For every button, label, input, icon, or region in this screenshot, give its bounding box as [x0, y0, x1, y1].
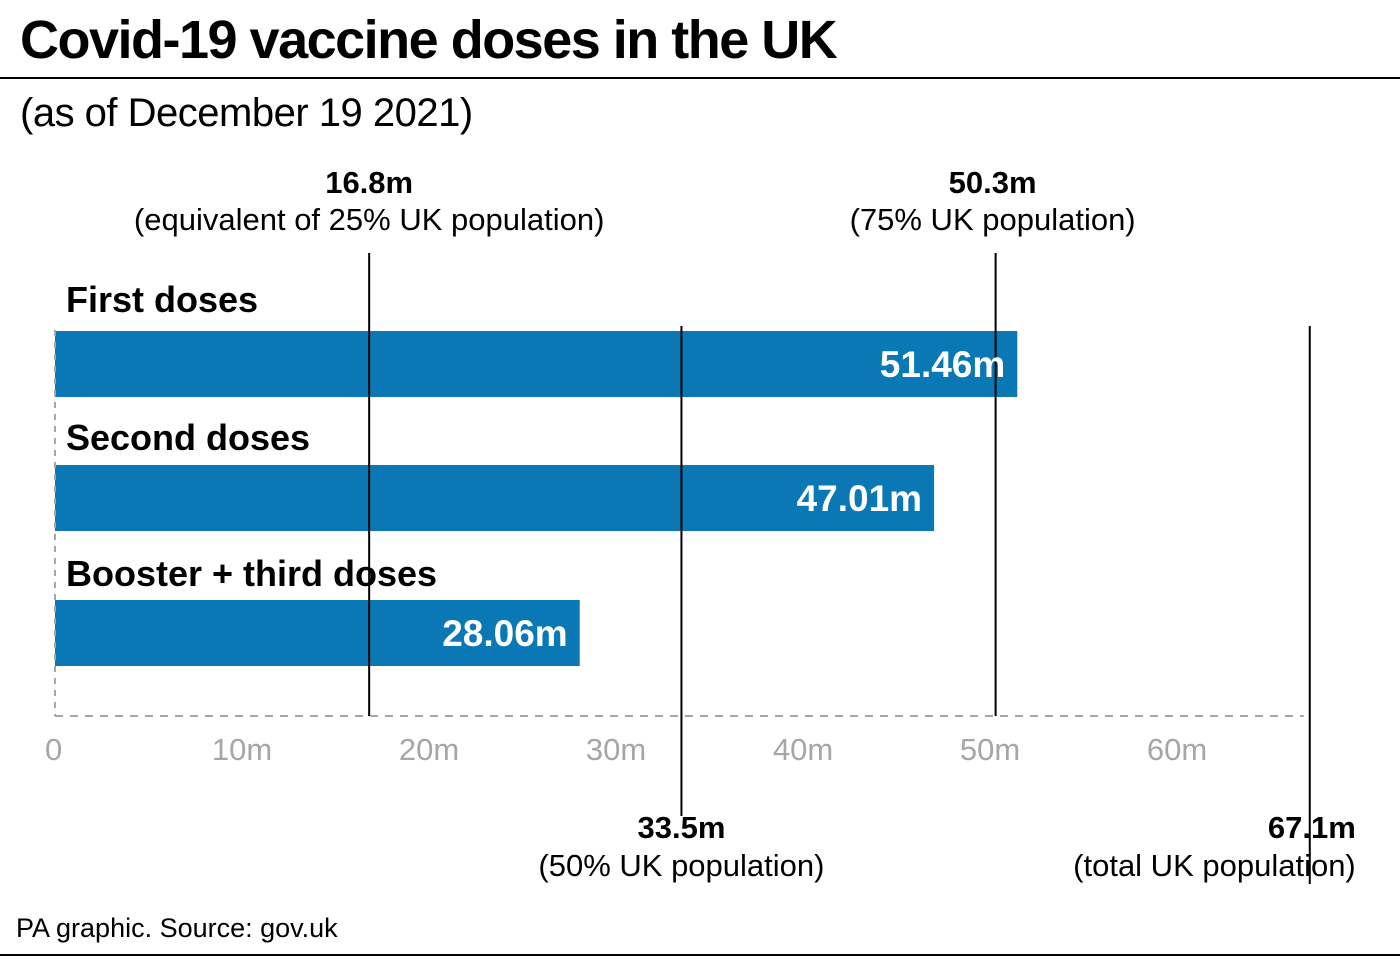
reference-line-value: 67.1m: [1268, 810, 1356, 845]
bar-value-label: 47.01m: [797, 478, 923, 519]
bar-value-label: 51.46m: [880, 344, 1006, 385]
reference-line-description: (75% UK population): [850, 202, 1136, 237]
bar: [55, 465, 935, 531]
x-tick-label: 40m: [773, 732, 833, 767]
bar: [55, 331, 1018, 397]
title-rule: [0, 77, 1400, 79]
reference-line-value: 33.5m: [637, 810, 725, 845]
category-label: Booster + third doses: [66, 553, 437, 594]
bars-layer: [55, 331, 1018, 666]
bar-value-label: 28.06m: [442, 613, 568, 654]
x-tick-label: 20m: [399, 732, 459, 767]
chart-title: Covid-19 vaccine doses in the UK: [20, 10, 838, 70]
x-tick-label: 0: [45, 732, 62, 767]
reference-line-description: (50% UK population): [538, 848, 824, 883]
reference-line-value: 50.3m: [949, 165, 1037, 200]
reference-line-description: (total UK population): [1073, 848, 1356, 883]
source-credit: PA graphic. Source: gov.uk: [16, 913, 338, 943]
bar: [55, 600, 580, 666]
category-label: First doses: [66, 279, 258, 320]
chart-canvas: 0 10m 20m 30m 40m 50m 60m 16.8m(equivalent of …: [45, 165, 1356, 884]
x-tick-label: 60m: [1147, 732, 1207, 767]
reference-line-description: (equivalent of 25% UK population): [134, 202, 604, 237]
reference-line-value: 16.8m: [325, 165, 413, 200]
reference-lines-layer: 16.8m(equivalent of 25% UK population) 50…: [134, 165, 1356, 884]
x-tick-label: 10m: [212, 732, 272, 767]
labels-layer: First doses 51.46m Second doses 47.01m Boost…: [66, 279, 1005, 654]
category-label: Second doses: [66, 417, 310, 458]
footer-rule: [0, 954, 1400, 956]
chart-subtitle: (as of December 19 2021): [20, 91, 473, 135]
x-tick-label: 30m: [586, 732, 646, 767]
axis-layer: 0 10m 20m 30m 40m 50m 60m: [45, 330, 1304, 767]
x-tick-label: 50m: [960, 732, 1020, 767]
